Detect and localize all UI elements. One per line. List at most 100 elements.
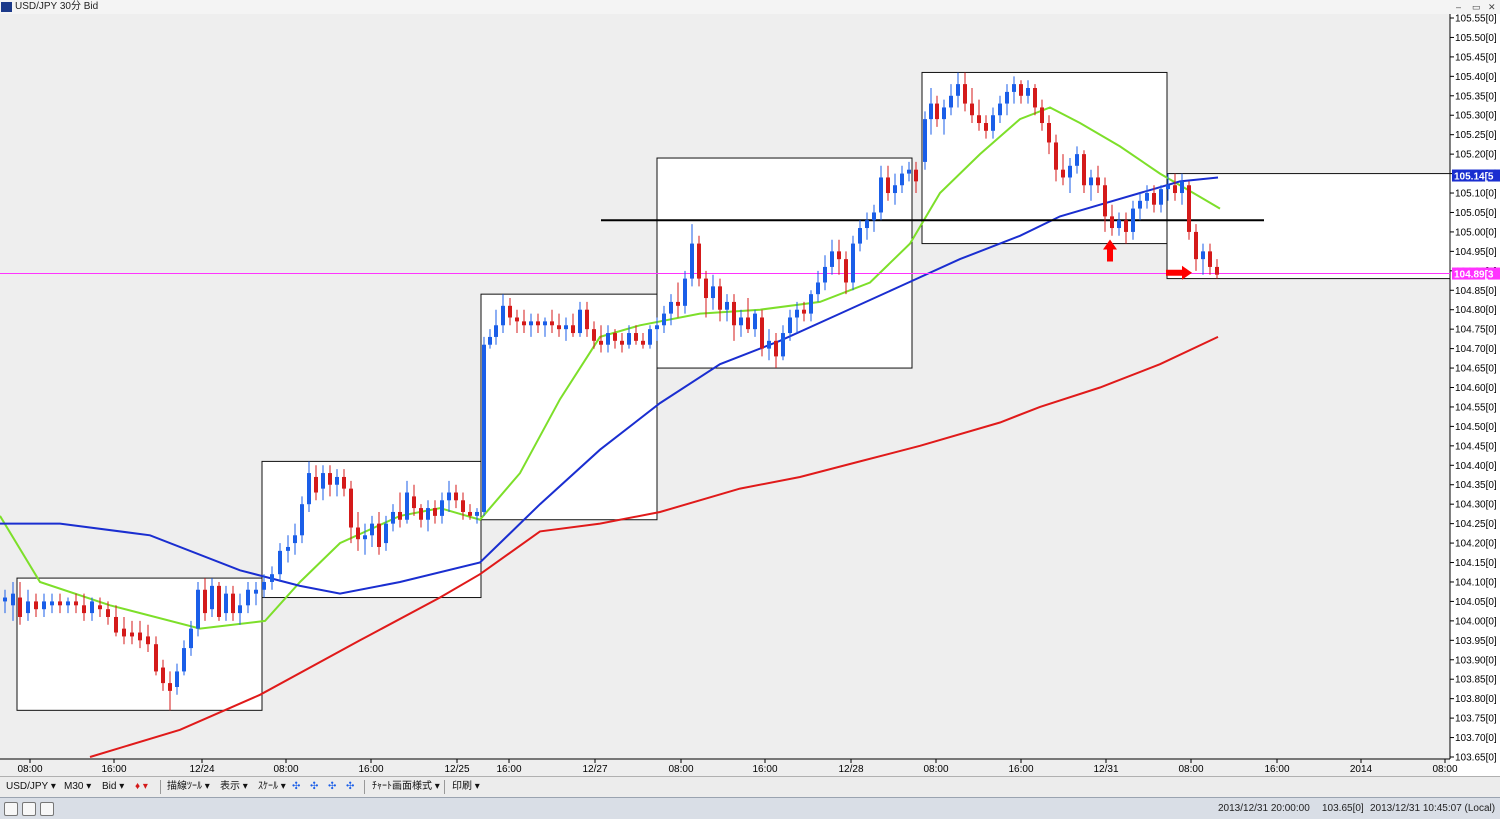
candle-body bbox=[461, 500, 465, 512]
draw-tools-label: 描線ﾂｰﾙ bbox=[167, 781, 202, 792]
candle-body bbox=[1138, 200, 1142, 209]
x-tick-label: 12/28 bbox=[838, 764, 863, 775]
minimize-icon[interactable]: – bbox=[1456, 2, 1462, 12]
candle-body bbox=[592, 329, 596, 341]
candle-body bbox=[977, 115, 981, 124]
candle-body bbox=[865, 220, 869, 229]
candle-body bbox=[98, 605, 102, 610]
y-tick-label: 104.75[0] bbox=[1455, 325, 1497, 336]
x-tick-label: 12/31 bbox=[1093, 764, 1118, 775]
y-tick-label: 104.45[0] bbox=[1455, 441, 1497, 452]
candle-body bbox=[697, 243, 701, 279]
candle-body bbox=[837, 251, 841, 260]
side-dropdown[interactable]: Bid ▾ bbox=[102, 781, 125, 792]
x-tick-label: 16:00 bbox=[1264, 764, 1289, 775]
scroll-right-icon[interactable]: ✣ bbox=[346, 781, 355, 792]
scroll-left-icon[interactable]: ✣ bbox=[328, 781, 337, 792]
x-tick-label: 16:00 bbox=[101, 764, 126, 775]
candle-body bbox=[356, 527, 360, 540]
candle-body bbox=[349, 488, 353, 528]
candle-body bbox=[1166, 185, 1170, 190]
candle-body bbox=[391, 511, 395, 524]
candle-body bbox=[1173, 185, 1177, 194]
draw-tools-menu[interactable]: 描線ﾂｰﾙ ▾ bbox=[167, 781, 210, 792]
y-tick-label: 103.90[0] bbox=[1455, 655, 1497, 666]
scale-menu[interactable]: ｽｹｰﾙ ▾ bbox=[258, 781, 286, 792]
candle-body bbox=[718, 286, 722, 310]
x-tick-label: 12/25 bbox=[444, 764, 469, 775]
y-tick-label: 104.85[0] bbox=[1455, 286, 1497, 297]
candle-body bbox=[106, 609, 110, 617]
x-tick-label: 16:00 bbox=[496, 764, 521, 775]
candle-body bbox=[844, 259, 848, 283]
y-tick-label: 104.20[0] bbox=[1455, 539, 1497, 550]
candle-body bbox=[278, 550, 282, 575]
zoom-in-icon[interactable]: ✣ bbox=[292, 781, 301, 792]
candle-body bbox=[746, 317, 750, 330]
y-tick-label: 105.45[0] bbox=[1455, 52, 1497, 63]
y-tick-label: 104.15[0] bbox=[1455, 558, 1497, 569]
x-tick-label: 16:00 bbox=[358, 764, 383, 775]
candle-body bbox=[634, 333, 638, 341]
candle-body bbox=[998, 103, 1002, 116]
view-menu[interactable]: 表示 ▾ bbox=[220, 781, 248, 792]
candle-body bbox=[788, 317, 792, 334]
close-icon[interactable]: ✕ bbox=[1488, 2, 1496, 12]
candle-body bbox=[130, 632, 134, 637]
y-tick-label: 105.20[0] bbox=[1455, 150, 1497, 161]
candles bbox=[3, 72, 1219, 711]
timeframe-dropdown[interactable]: M30 ▾ bbox=[64, 781, 92, 792]
taskbar-app-icon[interactable] bbox=[40, 802, 54, 816]
print-menu[interactable]: 印刷 ▾ bbox=[452, 781, 480, 792]
candle-body bbox=[1208, 251, 1212, 267]
symbol-label: USD/JPY bbox=[6, 781, 49, 792]
candle-body bbox=[11, 593, 15, 606]
candle-body bbox=[767, 340, 771, 349]
candle-body bbox=[942, 107, 946, 120]
candle-body bbox=[578, 309, 582, 334]
candle-body bbox=[711, 286, 715, 299]
candle-body bbox=[662, 313, 666, 326]
taskbar-app-icon[interactable] bbox=[4, 802, 18, 816]
candle-body bbox=[238, 605, 242, 614]
candle-body bbox=[286, 546, 290, 551]
candle-body bbox=[270, 574, 274, 582]
y-tick-label: 105.05[0] bbox=[1455, 208, 1497, 219]
candle-body bbox=[1180, 181, 1184, 194]
zoom-out-icon[interactable]: ✣ bbox=[310, 781, 319, 792]
candle-body bbox=[620, 340, 624, 345]
toolbar-divider bbox=[364, 780, 365, 794]
y-tick-label: 104.80[0] bbox=[1455, 305, 1497, 316]
y-tick-label: 104.55[0] bbox=[1455, 402, 1497, 413]
candle-body bbox=[34, 601, 38, 610]
candle-body bbox=[984, 123, 988, 131]
x-tick-label: 16:00 bbox=[1008, 764, 1033, 775]
candle-body bbox=[760, 317, 764, 349]
price-badge-label: 104.89[3 bbox=[1454, 270, 1494, 281]
candle-body bbox=[224, 593, 228, 614]
x-tick-label: 08:00 bbox=[1432, 764, 1457, 775]
candle-body bbox=[669, 301, 673, 314]
candle-body bbox=[82, 605, 86, 614]
color-picker-icon[interactable]: ♦ ▾ bbox=[135, 781, 148, 792]
symbol-dropdown[interactable]: USD/JPY ▾ bbox=[6, 781, 56, 792]
x-tick-label: 08:00 bbox=[17, 764, 42, 775]
candle-body bbox=[246, 589, 250, 606]
chart-area[interactable]: 105.55[0] 105.50[0] 105.45[0] 105.40[0] 105.… bbox=[0, 14, 1500, 776]
x-axis-ticks: 08:00 16:00 12/24 08:00 16:00 12/25 16:00 12/27… bbox=[17, 759, 1458, 775]
candle-body bbox=[1117, 220, 1121, 229]
candle-body bbox=[146, 636, 150, 645]
x-tick-label: 08:00 bbox=[923, 764, 948, 775]
candle-body bbox=[203, 589, 207, 614]
chart-toolbar: USD/JPY ▾ M30 ▾ Bid ▾ ♦ ▾ 描線ﾂｰﾙ ▾ 表示 ▾ ｽ… bbox=[0, 776, 1500, 797]
candle-body bbox=[991, 115, 995, 131]
candle-body bbox=[307, 473, 311, 505]
y-tick-label: 105.25[0] bbox=[1455, 130, 1497, 141]
candle-body bbox=[328, 473, 332, 485]
taskbar-app-icon[interactable] bbox=[22, 802, 36, 816]
y-tick-label: 104.40[0] bbox=[1455, 461, 1497, 472]
maximize-icon[interactable]: ▭ bbox=[1472, 2, 1481, 12]
chart-style-menu[interactable]: ﾁｬｰﾄ画面様式 ▾ bbox=[372, 781, 440, 792]
candle-body bbox=[114, 616, 118, 633]
annotation-arrows bbox=[1103, 239, 1192, 280]
